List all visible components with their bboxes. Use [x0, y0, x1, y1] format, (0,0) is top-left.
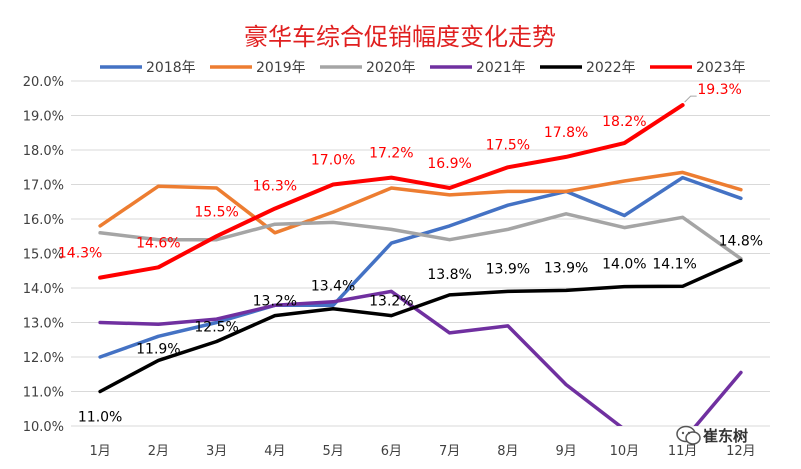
legend-label-2019年: 2019年 — [256, 60, 306, 76]
x-tick-label: 1月 — [89, 444, 110, 459]
data-label-2023: 16.3% — [253, 179, 297, 195]
legend-label-2020年: 2020年 — [366, 60, 416, 76]
y-tick-label: 20.0% — [23, 75, 64, 90]
x-tick-label: 5月 — [322, 444, 343, 459]
data-label-2023: 17.0% — [311, 153, 355, 169]
data-label-2023: 18.2% — [602, 114, 646, 130]
wechat-icon — [676, 425, 701, 445]
watermark: 崔东树 — [676, 425, 748, 445]
data-label-2022: 13.9% — [544, 260, 588, 276]
legend-label-2022年: 2022年 — [586, 60, 636, 76]
data-label-2023: 14.6% — [136, 235, 180, 251]
data-label-2023: 19.3% — [697, 82, 741, 98]
axis-layer: 10.0% 11.0% 12.0% 13.0% 14.0% 15.0% 16.0% 17.0%… — [23, 75, 756, 459]
grid-layer — [71, 80, 770, 427]
data-label-2022: 13.2% — [253, 294, 297, 310]
x-tick-label: 11月 — [668, 444, 698, 459]
y-tick-label: 13.0% — [23, 317, 64, 332]
y-tick-label: 12.0% — [23, 351, 64, 366]
data-label-2023: 17.2% — [369, 146, 413, 162]
y-tick-label: 16.0% — [23, 213, 64, 228]
data-label-2022: 13.4% — [311, 279, 355, 295]
data-label-2022: 13.2% — [369, 294, 413, 310]
series-line-2019年 — [98, 170, 743, 235]
x-tick-label: 4月 — [264, 444, 285, 459]
leader-line — [684, 95, 697, 103]
data-label-2022: 11.9% — [136, 341, 180, 357]
series-layer — [98, 103, 743, 426]
x-tick-label: 8月 — [497, 444, 518, 459]
x-tick-label: 10月 — [610, 444, 640, 459]
chart-title: 豪华车综合促销幅度变化走势 — [244, 23, 556, 51]
x-tick-label: 9月 — [555, 444, 576, 459]
data-label-2023: 14.3% — [58, 246, 102, 262]
y-tick-label: 11.0% — [23, 386, 64, 401]
series-line-2022年 — [98, 258, 743, 394]
y-tick-label: 14.0% — [23, 282, 64, 297]
legend-label-2023年: 2023年 — [696, 60, 746, 76]
series-line-2021年 — [98, 289, 743, 426]
data-label-2022: 14.8% — [719, 233, 763, 249]
data-label-2022: 11.0% — [78, 410, 122, 426]
y-tick-label: 10.0% — [23, 420, 64, 435]
data-label-2023: 17.8% — [544, 125, 588, 141]
x-tick-label: 12月 — [726, 444, 756, 459]
series-line-2020年 — [98, 212, 743, 261]
series-line-2023年 — [98, 103, 685, 280]
x-tick-label: 6月 — [381, 444, 402, 459]
legend-label-2018年: 2018年 — [146, 60, 196, 76]
y-tick-label: 19.0% — [23, 110, 64, 125]
data-label-2022: 14.1% — [652, 256, 696, 272]
data-label-2023: 17.5% — [486, 137, 530, 153]
data-label-2023: 16.9% — [427, 156, 471, 172]
data-label-2023: 15.5% — [194, 204, 238, 220]
y-tick-label: 18.0% — [23, 144, 64, 159]
x-tick-label: 7月 — [439, 444, 460, 459]
data-label-2022: 12.5% — [194, 319, 238, 335]
data-label-2022: 13.9% — [486, 261, 530, 277]
x-tick-label: 2月 — [148, 444, 169, 459]
y-tick-label: 17.0% — [23, 179, 64, 194]
data-label-2022: 13.8% — [427, 267, 471, 283]
y-tick-label: 15.0% — [23, 248, 64, 263]
label-layer: 11.0% 11.9% 12.5% 13.2% 13.4% 13.2% 13.8% 13.9%… — [58, 82, 763, 425]
data-label-2022: 14.0% — [602, 257, 646, 273]
legend-layer: 2018年 2019年 2020年 2021年 2022年 2023年 — [100, 60, 746, 76]
x-tick-label: 3月 — [206, 444, 227, 459]
legend-label-2021年: 2021年 — [476, 60, 526, 76]
watermark-text: 崔东树 — [702, 427, 748, 445]
